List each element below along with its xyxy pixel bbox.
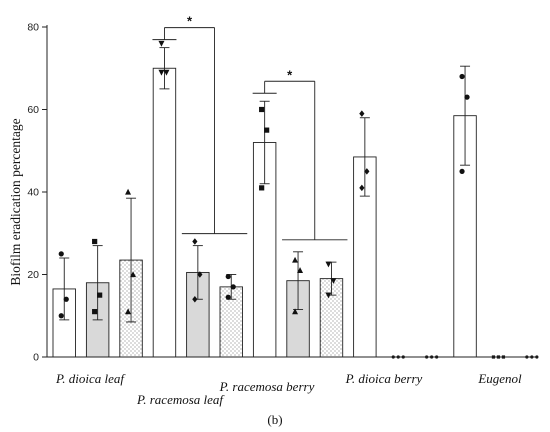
panel-label: (b) bbox=[267, 412, 283, 427]
data-point bbox=[259, 185, 265, 191]
category-label: P. dioica leaf bbox=[55, 371, 126, 386]
data-point bbox=[197, 271, 203, 278]
data-point bbox=[359, 110, 365, 117]
points-layer bbox=[58, 40, 539, 359]
data-point bbox=[464, 94, 470, 100]
data-point bbox=[325, 292, 332, 299]
data-point bbox=[364, 168, 370, 175]
data-point bbox=[225, 273, 231, 280]
data-point bbox=[259, 106, 265, 113]
data-point bbox=[92, 238, 98, 245]
bars-layer bbox=[52, 47, 477, 358]
data-point bbox=[325, 261, 332, 268]
data-point bbox=[192, 296, 198, 303]
data-point bbox=[225, 294, 231, 300]
category-label: P. dioica berry bbox=[345, 371, 423, 386]
data-point bbox=[264, 127, 270, 133]
y-tick-label: 40 bbox=[27, 187, 39, 199]
bar bbox=[152, 67, 177, 358]
data-point bbox=[330, 278, 337, 284]
y-tick-label: 80 bbox=[27, 22, 39, 34]
data-point bbox=[230, 284, 236, 290]
data-point bbox=[292, 308, 299, 315]
significance-label: * bbox=[287, 67, 293, 82]
data-point bbox=[163, 69, 170, 76]
y-tick-label: 20 bbox=[27, 269, 39, 281]
significance-layer: ** bbox=[152, 14, 348, 241]
category-label: P. racemosa leaf bbox=[136, 392, 225, 407]
data-point bbox=[58, 313, 64, 319]
data-point bbox=[63, 296, 69, 302]
data-point bbox=[459, 168, 465, 174]
data-point bbox=[125, 188, 132, 195]
data-point bbox=[459, 73, 465, 80]
significance-label: * bbox=[187, 14, 193, 29]
data-point bbox=[297, 267, 304, 273]
category-label: Eugenol bbox=[477, 371, 522, 386]
y-tick-label: 0 bbox=[33, 352, 39, 364]
data-point bbox=[359, 184, 365, 192]
y-tick-label: 60 bbox=[27, 104, 39, 116]
data-point bbox=[192, 238, 198, 245]
data-point bbox=[158, 69, 165, 76]
data-point bbox=[92, 309, 98, 315]
data-point bbox=[125, 308, 132, 315]
data-point bbox=[97, 292, 103, 298]
data-point bbox=[292, 256, 299, 263]
data-point bbox=[58, 251, 64, 257]
data-point bbox=[130, 271, 137, 278]
data-point bbox=[158, 40, 165, 47]
y-axis-title: Biofilm eradication percentage bbox=[8, 118, 23, 285]
category-label: P. racemosa berry bbox=[219, 379, 315, 394]
